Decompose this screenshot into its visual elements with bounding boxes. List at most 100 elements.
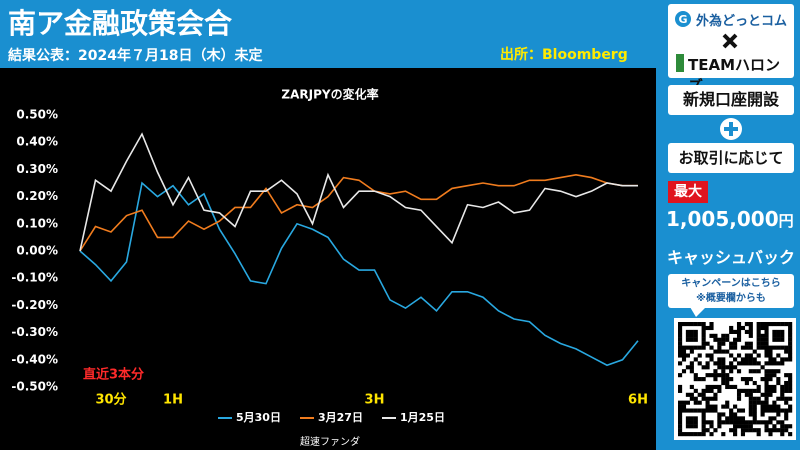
qr-module [744, 322, 749, 327]
qr-module [756, 420, 761, 425]
legend-label: 1月25日 [400, 411, 445, 424]
qr-module [689, 424, 694, 429]
qr-module [756, 325, 761, 331]
qr-module [713, 361, 718, 366]
qr-module [784, 357, 789, 362]
qr-module [776, 408, 781, 413]
qr-module [788, 380, 793, 386]
qr-module [681, 349, 687, 354]
qr-module [788, 322, 793, 327]
qr-module [693, 377, 698, 382]
qr-module [721, 380, 726, 386]
qr-module [772, 333, 777, 338]
qr-module [725, 365, 730, 370]
qr-module [705, 408, 710, 413]
qr-module [736, 369, 742, 374]
qr-module [693, 420, 698, 425]
qr-module [764, 377, 769, 382]
qr-module [776, 377, 781, 382]
pointer [690, 307, 706, 317]
qr-module [693, 432, 698, 437]
qr-module [701, 388, 706, 393]
qr-module [772, 384, 777, 390]
qr-module [717, 384, 722, 390]
qr-module [678, 345, 683, 350]
qr-module [760, 333, 765, 338]
y-tick-label: -0.50% [11, 380, 58, 394]
qr-module [721, 412, 726, 417]
qr-module [685, 408, 690, 413]
qr-module [740, 388, 746, 393]
qr-module [764, 345, 769, 350]
qr-module [756, 369, 761, 374]
qr-module [752, 400, 757, 405]
qr-module [717, 341, 722, 346]
qr-module [685, 424, 690, 429]
qr-module [764, 361, 769, 366]
qr-module [693, 373, 698, 378]
qr-module [689, 345, 694, 350]
qr-module [717, 420, 722, 425]
qr-module [681, 369, 687, 374]
qr-module [713, 404, 718, 409]
qr-module [678, 333, 683, 338]
qr-module [748, 329, 753, 334]
qr-module [678, 416, 683, 421]
qr-module [776, 361, 781, 366]
qr-module [705, 325, 710, 331]
cross-icon [722, 33, 738, 49]
qr-module [768, 377, 773, 382]
qr-module [697, 345, 702, 350]
qr-module [705, 420, 710, 425]
qr-module [780, 322, 785, 327]
qr-module [788, 329, 793, 334]
campaign-1: キャンペーンはこちら [681, 278, 781, 289]
qr-module [740, 416, 746, 421]
qr-module [764, 384, 769, 390]
qr-module [689, 396, 694, 401]
legend-label: 3月27日 [318, 411, 363, 424]
brand: 外為どっとコム [696, 14, 788, 29]
qr-module [701, 345, 706, 350]
qr-module [705, 384, 710, 390]
qr-module [780, 420, 785, 425]
qr-module [709, 345, 714, 350]
logo-box: G 外為どっとコム TEAMハロンズ [668, 4, 794, 95]
qr-module [768, 432, 773, 437]
qr-module [725, 337, 730, 342]
qr-module [764, 396, 769, 401]
qr-module [744, 353, 749, 358]
qr-module [678, 337, 683, 342]
qr-module [764, 428, 769, 433]
qr-module [713, 377, 718, 382]
qr-module [693, 357, 698, 362]
qr-module [697, 400, 702, 405]
qr-code [674, 318, 796, 440]
qr-module [780, 337, 785, 342]
qr-module [713, 333, 718, 338]
qr-module [772, 408, 777, 413]
qr-module [768, 416, 773, 421]
qr-module [752, 388, 757, 393]
qr-module [740, 432, 746, 437]
qr-module [678, 404, 683, 409]
qr-module [713, 428, 718, 433]
qr-module [736, 322, 742, 327]
qr-module [764, 369, 769, 374]
qr-module [678, 388, 683, 393]
qr-module [725, 377, 730, 382]
qr-module [685, 365, 690, 370]
qr-module [752, 357, 757, 362]
qr-module [701, 424, 706, 429]
qr-module [729, 412, 734, 417]
qr-module [701, 428, 706, 433]
qr-module [756, 333, 761, 338]
qr-module [725, 349, 730, 354]
qr-module [721, 349, 726, 354]
qr-module [768, 369, 773, 374]
qr-module [760, 420, 765, 425]
qr-module [748, 353, 753, 358]
qr-module [736, 361, 742, 366]
qr-module [760, 392, 765, 397]
